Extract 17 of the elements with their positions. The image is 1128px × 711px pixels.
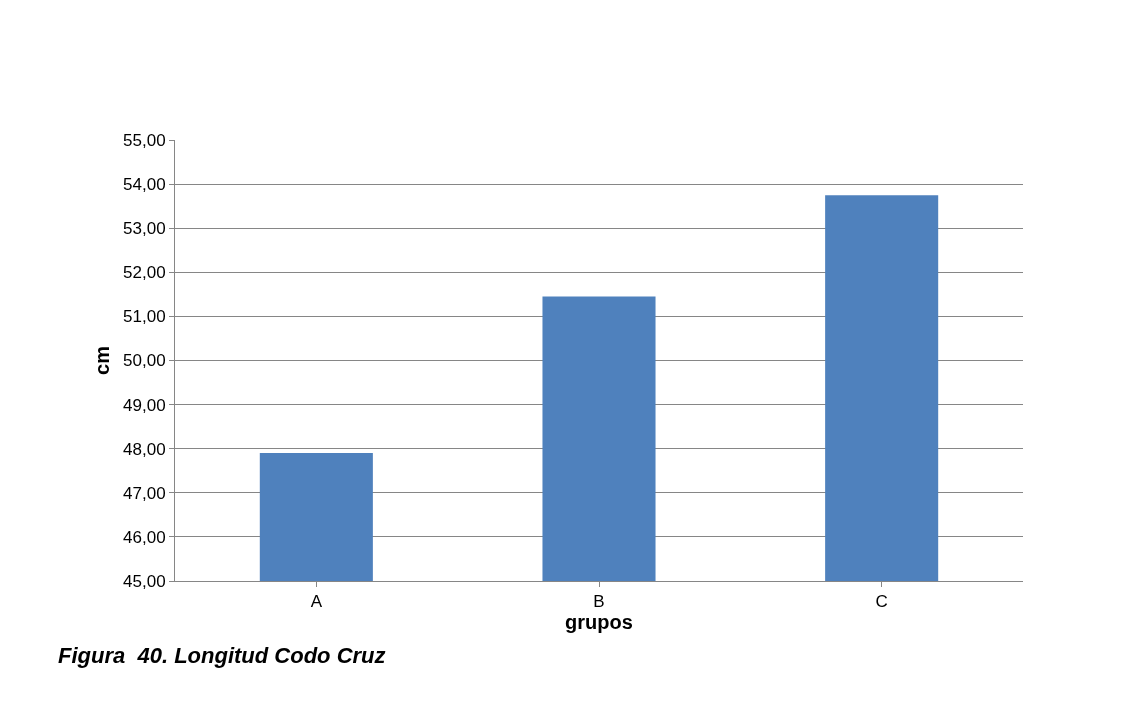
y-tick-label: 49,00 <box>123 395 166 415</box>
x-tick-label: B <box>593 592 605 612</box>
y-tick-label: 55,00 <box>123 130 166 150</box>
y-tick-label: 48,00 <box>123 439 166 459</box>
y-tick-label: 51,00 <box>123 307 166 327</box>
x-axis-title: grupos <box>565 611 633 634</box>
y-tick-label: 54,00 <box>123 175 166 195</box>
text: Figura 40. Longitud Codo Cruz <box>58 643 386 668</box>
x-tick-label: A <box>310 592 323 612</box>
y-tick-label: 47,00 <box>123 483 166 503</box>
y-tick-label: 46,00 <box>123 527 166 547</box>
y-tick-label: 50,00 <box>123 351 166 371</box>
x-tick-label: C <box>875 592 888 612</box>
y-tick-label: 53,00 <box>123 219 166 239</box>
y-tick-label: 45,00 <box>123 571 166 591</box>
y-tick-label: 52,00 <box>123 263 166 283</box>
y-axis-title: cm <box>90 346 113 375</box>
